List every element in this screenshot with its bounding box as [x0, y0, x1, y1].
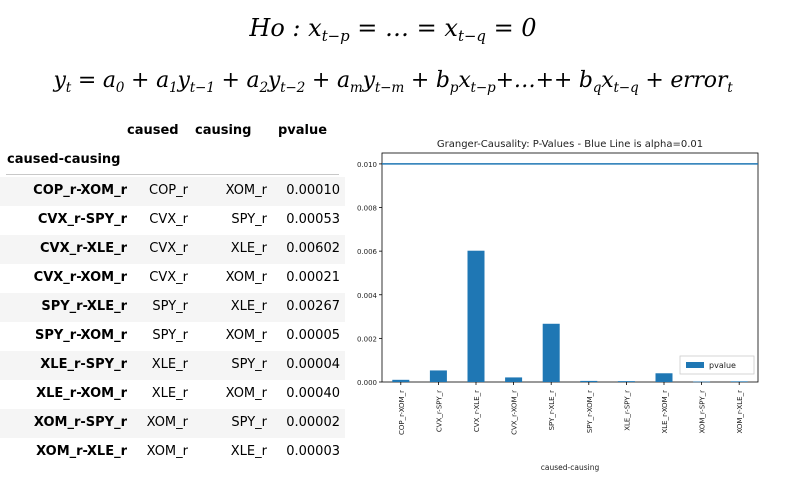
pvalue-cell: 0.00040 — [286, 386, 340, 401]
caused-cell: CVX_r — [149, 212, 188, 227]
causing-cell: XOM_r — [225, 270, 267, 285]
row-index-label: CVX_r-SPY_r — [37, 212, 127, 227]
chart-title: Granger-Causality: P-Values - Blue Line … — [437, 139, 703, 150]
bar — [505, 377, 523, 382]
caused-cell: SPY_r — [152, 299, 188, 314]
x-tick-label: CVX_r-XLE_r — [473, 390, 481, 432]
row-index-label: COP_r-XOM_r — [33, 183, 127, 198]
header-divider — [6, 174, 339, 175]
bar — [655, 373, 673, 382]
bar — [467, 250, 485, 382]
caused-cell: COP_r — [149, 183, 188, 198]
caused-cell: CVX_r — [149, 241, 188, 256]
table-row: CVX_r-XLE_r CVX_r XLE_r 0.00602 — [0, 235, 345, 264]
pvalue-cell: 0.00053 — [286, 212, 340, 227]
y-tick-label: 0.010 — [357, 161, 377, 169]
legend-label: pvalue — [709, 361, 736, 370]
x-tick-label: CVX_r-XOM_r — [511, 390, 519, 435]
table-row: XLE_r-XOM_r XLE_r XOM_r 0.00040 — [0, 380, 345, 409]
legend-box — [679, 355, 755, 375]
causing-cell: SPY_r — [231, 212, 267, 227]
legend-swatch — [686, 362, 704, 368]
bar — [429, 370, 447, 382]
y-tick-label: 0.006 — [357, 248, 378, 256]
row-index-label: XOM_r-SPY_r — [33, 415, 127, 430]
table-row: CVX_r-SPY_r CVX_r SPY_r 0.00053 — [0, 206, 345, 235]
bar — [580, 380, 598, 382]
table-row: CVX_r-XOM_r CVX_r XOM_r 0.00021 — [0, 264, 345, 293]
table-row: SPY_r-XOM_r SPY_r XOM_r 0.00005 — [0, 322, 345, 351]
causing-cell: XOM_r — [225, 328, 267, 343]
bar — [392, 379, 410, 382]
caused-cell: XLE_r — [151, 386, 188, 401]
table-row: XOM_r-SPY_r XOM_r SPY_r 0.00002 — [0, 409, 345, 438]
x-tick-label: XLE_r-XOM_r — [661, 390, 669, 434]
row-index-label: CVX_r-XOM_r — [33, 270, 127, 285]
bar — [542, 323, 560, 382]
pvalue-cell: 0.00602 — [286, 241, 340, 256]
x-tick-label: SPY_r-XOM_r — [586, 390, 594, 433]
table-row: SPY_r-XLE_r SPY_r XLE_r 0.00267 — [0, 293, 345, 322]
y-tick-label: 0.004 — [357, 292, 378, 300]
row-index-label: CVX_r-XLE_r — [40, 241, 127, 256]
y-tick-label: 0.000 — [357, 379, 377, 387]
pvalue-cell: 0.00004 — [286, 357, 340, 372]
table-row: XOM_r-XLE_r XOM_r XLE_r 0.00003 — [0, 438, 345, 467]
table-row: XLE_r-SPY_r XLE_r SPY_r 0.00004 — [0, 351, 345, 380]
bar — [617, 381, 635, 382]
row-index-label: SPY_r-XOM_r — [34, 328, 127, 343]
bar — [693, 381, 711, 383]
row-index-label: SPY_r-XLE_r — [41, 299, 127, 314]
table-row: COP_r-XOM_r COP_r XOM_r 0.00010 — [0, 177, 345, 206]
row-index-label: XLE_r-XOM_r — [36, 386, 127, 401]
causing-cell: XLE_r — [230, 241, 267, 256]
pvalue-cell: 0.00010 — [286, 183, 340, 198]
y-tick-label: 0.002 — [357, 335, 377, 343]
causing-cell: XOM_r — [225, 386, 267, 401]
x-tick-label: CVX_r-SPY_r — [435, 390, 443, 432]
plot-frame — [381, 152, 759, 383]
x-tick-label: COP_r-XOM_r — [398, 390, 406, 435]
pvalue-bar-chart: Granger-Causality: P-Values - Blue Line … — [345, 130, 786, 478]
caused-cell: XLE_r — [151, 357, 188, 372]
pvalue-cell: 0.00003 — [286, 444, 340, 459]
bar — [730, 381, 748, 382]
column-header-caused: caused — [127, 123, 179, 138]
causing-cell: SPY_r — [231, 415, 267, 430]
row-index-label: XOM_r-XLE_r — [36, 444, 127, 459]
x-tick-label: XOM_r-SPY_r — [699, 390, 707, 434]
index-header: caused-causing — [7, 152, 121, 167]
causing-cell: XLE_r — [230, 299, 267, 314]
causing-cell: SPY_r — [231, 357, 267, 372]
causing-cell: XLE_r — [230, 444, 267, 459]
caused-cell: XOM_r — [146, 444, 188, 459]
column-header-causing: causing — [195, 123, 252, 138]
caused-cell: XOM_r — [146, 415, 188, 430]
x-tick-label: SPY_r-XLE_r — [548, 390, 556, 431]
pvalue-cell: 0.00002 — [286, 415, 340, 430]
causing-cell: XOM_r — [225, 183, 267, 198]
x-tick-label: XOM_r-XLE_r — [736, 390, 744, 434]
pvalue-cell: 0.00267 — [286, 299, 340, 314]
chart-svg: Granger-Causality: P-Values - Blue Line … — [357, 139, 759, 472]
pvalue-cell: 0.00005 — [286, 328, 340, 343]
pvalue-cell: 0.00021 — [286, 270, 340, 285]
caused-cell: CVX_r — [149, 270, 188, 285]
y-tick-label: 0.008 — [357, 205, 377, 213]
x-tick-label: XLE_r-SPY_r — [623, 390, 631, 431]
x-axis-label: caused-causing — [541, 463, 600, 472]
regression-equation: yt = a0 + a1yt−1 + a2yt−2 + amyt−m + bpx… — [53, 68, 733, 96]
null-hypothesis-equation: Ho : xt−p = … = xt−q = 0 — [249, 14, 537, 46]
row-index-label: XLE_r-SPY_r — [40, 357, 127, 372]
column-header-pvalue: pvalue — [278, 123, 328, 138]
caused-cell: SPY_r — [152, 328, 188, 343]
